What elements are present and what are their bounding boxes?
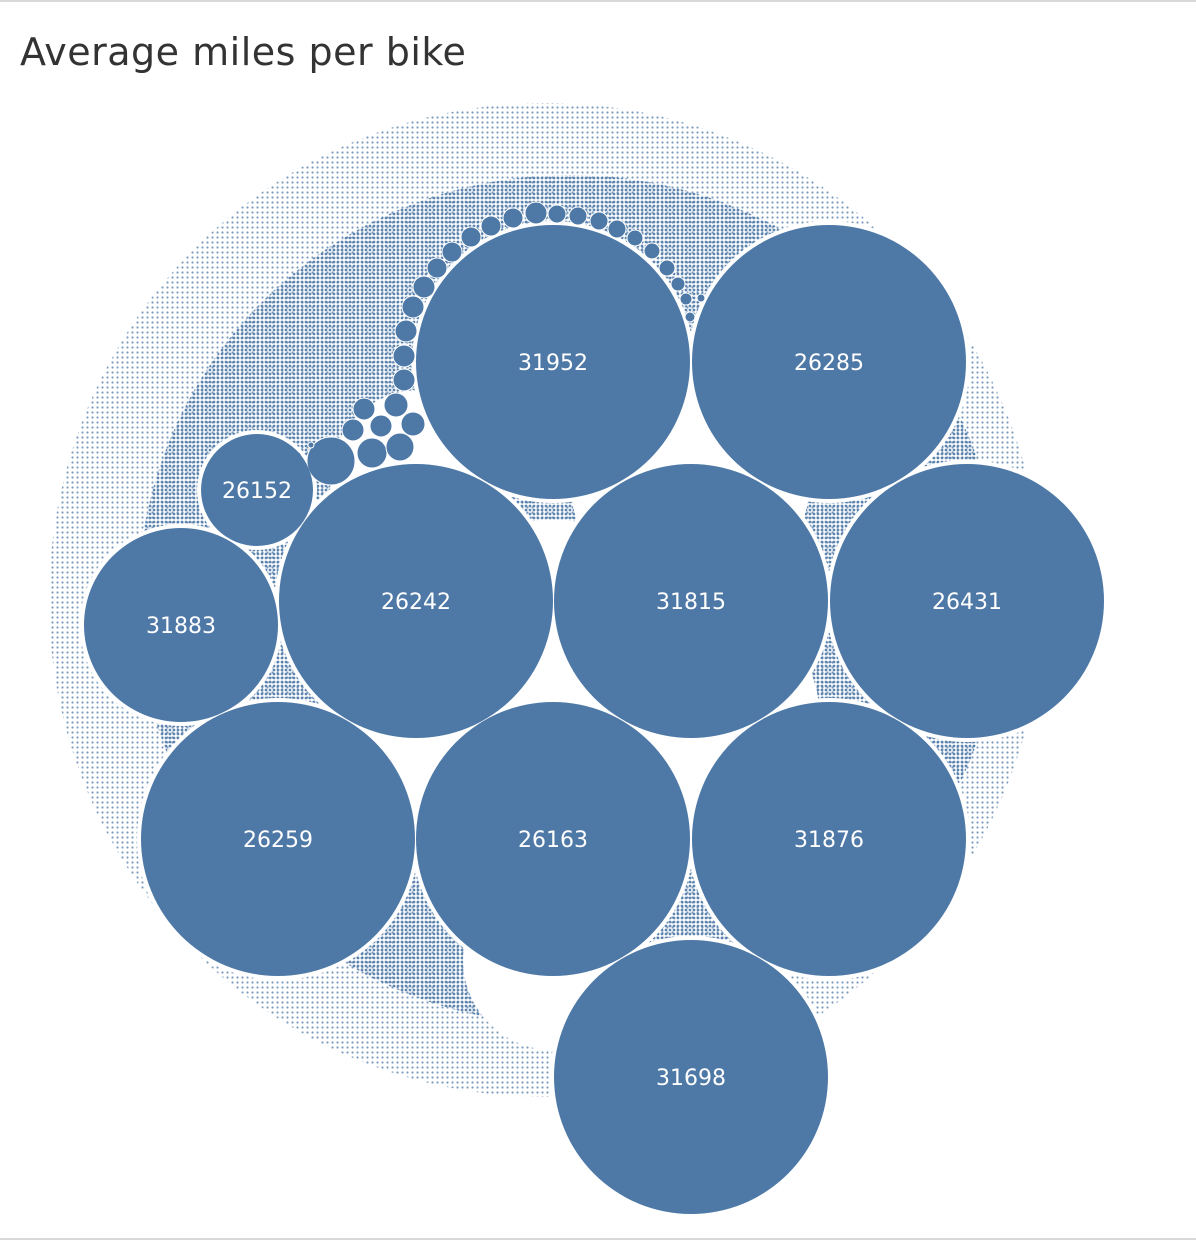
small-bubble [658, 259, 676, 277]
small-bubble [400, 411, 426, 437]
small-bubble [401, 295, 425, 319]
small-bubble [589, 211, 609, 231]
small-bubble [696, 293, 706, 303]
small-bubble [524, 201, 548, 225]
chart-title: Average miles per bike [20, 30, 467, 74]
small-bubble [341, 418, 365, 442]
bubble[interactable] [279, 464, 553, 738]
small-bubble [607, 219, 627, 239]
bubble-label: 26152 [222, 479, 292, 504]
small-bubble [460, 226, 482, 248]
small-bubble [306, 436, 356, 486]
small-bubble [385, 432, 415, 462]
bubble[interactable] [416, 702, 690, 976]
labeled-bubbles: 31952 26285 26152 31883 26242 31815 26431 26259… [84, 225, 1104, 1214]
small-bubble [412, 275, 436, 299]
bubble[interactable] [416, 225, 690, 499]
bubble[interactable] [84, 528, 278, 722]
bubble[interactable] [201, 434, 313, 546]
small-bubble [679, 292, 693, 306]
small-bubble [502, 207, 524, 229]
small-bubble [547, 204, 567, 224]
small-bubble [352, 397, 376, 421]
bubble-label: 31698 [656, 1066, 726, 1091]
small-bubble [568, 206, 588, 226]
small-bubble [392, 368, 416, 392]
bubble-label: 31952 [518, 351, 588, 376]
small-bubble [426, 257, 448, 279]
small-bubble [480, 215, 502, 237]
small-bubble [441, 241, 463, 263]
small-bubble [643, 242, 661, 260]
bubble[interactable] [830, 464, 1104, 738]
bubble[interactable] [141, 702, 415, 976]
small-bubble [394, 319, 418, 343]
bubble-label: 31883 [146, 614, 216, 639]
small-bubbles [294, 201, 706, 486]
small-bubble [670, 276, 686, 292]
bubble[interactable] [554, 464, 828, 738]
bubble-label: 26431 [932, 590, 1002, 615]
bubble[interactable] [692, 702, 966, 976]
bubble-label: 26242 [381, 590, 451, 615]
bubble-label: 31876 [794, 828, 864, 853]
small-bubble [307, 441, 315, 449]
bubble[interactable] [692, 225, 966, 499]
bubble-label: 26259 [243, 828, 313, 853]
small-bubble [392, 344, 416, 368]
small-bubble [383, 392, 409, 418]
small-bubble [369, 414, 393, 438]
bubble-label: 31815 [656, 590, 726, 615]
small-bubble [684, 311, 696, 323]
bubble-label: 26285 [794, 351, 864, 376]
bubble-label: 26163 [518, 828, 588, 853]
bubble[interactable] [554, 940, 828, 1214]
small-bubble [356, 437, 388, 469]
small-bubble [626, 229, 644, 247]
